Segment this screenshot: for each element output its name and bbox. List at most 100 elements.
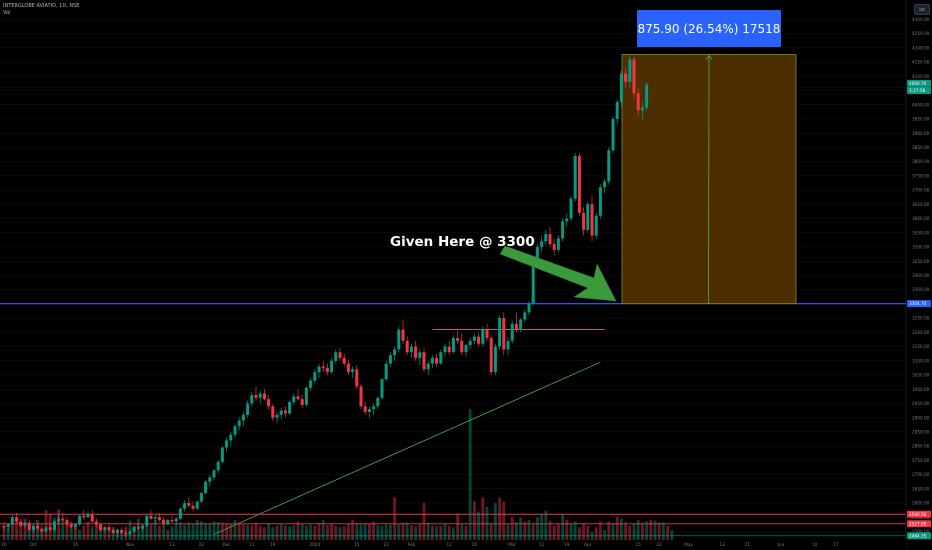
volume-bar [284,525,287,550]
candle-body [115,530,119,533]
volume-bar [628,525,632,550]
volume-bar [195,520,199,550]
volume-bar [338,527,342,550]
volume-bar [137,518,140,550]
candle-body [31,525,35,531]
candle-body [267,399,271,407]
volume-bar [153,520,157,550]
time-tick-label: 22 [657,542,663,547]
candle-body [376,397,380,407]
volume-bar [326,524,329,550]
volume-bar [305,525,308,550]
candle-body [145,515,149,526]
volume-bar [57,509,60,550]
volume-bar [519,517,522,550]
time-tick-label: 13 [169,542,175,547]
chart-legend: INTERGLOBE AVIATIO, 1D, NSE Vol [3,3,79,17]
candle-body [82,515,86,518]
candle-body [342,357,346,364]
candle-body [552,244,556,250]
price-tick-label: 2800.00 [912,444,930,449]
volume-bar [578,527,581,550]
candle-body [510,323,514,341]
volume-bar [166,529,170,550]
candle-body [384,363,388,380]
volume-bar [111,527,115,550]
volume-mid-badge: 2527.00 [909,521,927,526]
volume-bar [641,522,644,550]
volume-bar [27,528,31,550]
candle-body [250,394,254,404]
price-tick-label: 3750.00 [912,173,930,178]
volume-bar [632,523,636,550]
candle-body [73,524,77,528]
candle-body [279,410,283,415]
candle-body [90,514,94,522]
price-tick-label: 2500.00 [912,529,930,534]
candle-body [309,380,313,388]
time-axis[interactable]: 20 Oct 16 Nov 13 22 Dec 11 19 2024 15 23 Feb 12 20 Mar 1… [0,540,906,550]
price-tick-label: 4100.00 [912,74,930,79]
candle-body [548,234,552,245]
volume-bar [363,524,367,550]
price-tick-label: 3350.00 [912,287,930,292]
countdown-badge: 3:27:58 [909,88,925,93]
volume-bar [435,526,438,550]
candle-body [435,357,439,364]
volume-bar [288,526,291,550]
price-tick-label: 3000.00 [912,387,930,392]
volume-bar [657,522,661,550]
volume-bar [309,524,312,550]
volume-bar [48,513,52,550]
candle-body [590,204,594,236]
candle-body [216,461,220,471]
volume-bar [515,522,518,550]
candle-body [208,477,212,482]
price-axis[interactable]: 4300.004250.004200.004150.004100.004050.… [905,0,932,550]
price-tick-label: 2950.00 [912,401,930,406]
volume-bar [456,514,459,550]
candlestick-series[interactable] [2,54,649,538]
candle-body [531,264,535,304]
candle-body [48,527,52,531]
price-tick-label: 2700.00 [912,472,930,477]
candle-body [57,518,61,522]
candle-body [426,363,430,370]
candle-body [388,355,392,364]
candle-body [523,312,527,320]
measure-arrow-shaft [708,56,710,304]
time-tick-label: 16 [73,542,79,547]
candle-body [283,410,287,414]
price-range-measure[interactable]: 875.90 (26.54%) 17518 [621,10,797,305]
volume-bar [11,524,14,550]
volume-bar [204,523,207,550]
volume-bar [405,522,409,550]
volume-bar [422,503,426,550]
candle-body [36,525,40,529]
volume-bar [229,524,233,550]
candle-body [477,336,481,344]
candle-body [514,323,518,330]
candle-body [254,394,258,398]
candle-body [481,329,485,344]
volume-bar [321,520,325,550]
price-tick-label: 2750.00 [912,458,930,463]
volume-bar [452,527,455,550]
candle-body [170,520,174,522]
candle-body [569,198,573,219]
log-scale-button[interactable]: lnt [914,4,930,15]
candle-body [300,399,304,405]
volume-bar [662,522,665,550]
price-tick-label: 4200.00 [912,45,930,50]
volume-bar [32,525,35,550]
volume-bar [552,525,556,550]
price-tick-label: 3850.00 [912,145,930,150]
candle-body [468,340,472,346]
candle-body [94,521,98,525]
volume-bar [254,522,258,550]
support-price-badge-bg [907,300,931,308]
candle-body [325,367,329,373]
price-tick-label: 3250.00 [912,316,930,321]
volume-bar [174,522,178,550]
